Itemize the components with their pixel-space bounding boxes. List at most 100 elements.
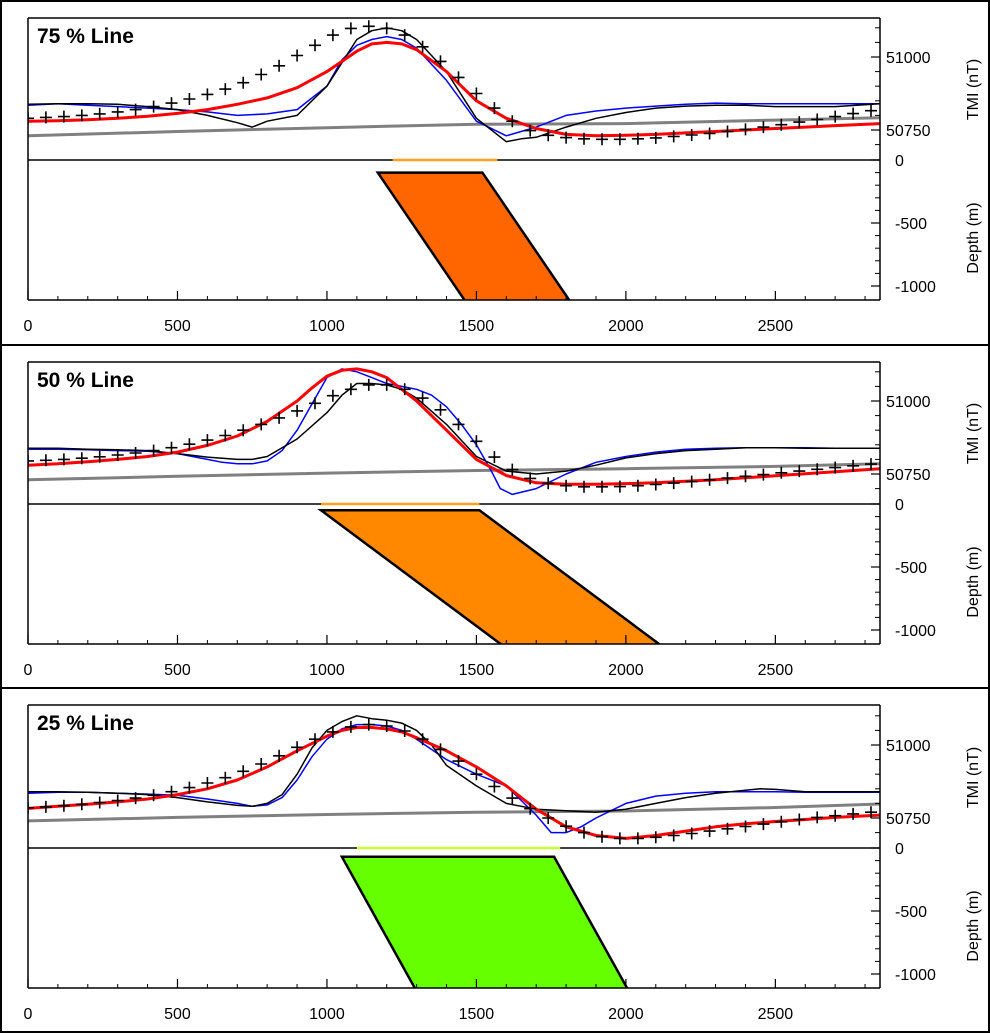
- observed-point: [237, 424, 250, 437]
- observed-point: [219, 771, 232, 784]
- observed-point: [703, 825, 716, 838]
- observed-point: [416, 392, 429, 405]
- tmi-axis-label: TMI (nT): [965, 59, 982, 120]
- observed-point: [398, 725, 411, 737]
- observed-point: [793, 813, 806, 826]
- observed-point: [111, 105, 124, 118]
- series-line-gray: [28, 116, 880, 138]
- plot-area: [28, 367, 880, 644]
- observed-point: [596, 133, 608, 146]
- observed-point: [542, 812, 555, 824]
- observed-point: [578, 132, 590, 145]
- observed-point: [183, 93, 196, 105]
- x-tick-label: 0: [24, 662, 33, 679]
- observed-point: [398, 383, 411, 396]
- observed-point: [631, 832, 644, 845]
- observed-point: [201, 434, 214, 447]
- observed-point: [398, 29, 411, 42]
- observed-point: [542, 477, 555, 490]
- observed-point: [452, 71, 465, 84]
- series-line-gray: [28, 802, 880, 823]
- observed-point: [380, 378, 393, 391]
- observed-point: [739, 820, 752, 833]
- observed-point: [667, 477, 680, 490]
- observed-point: [721, 125, 734, 138]
- series-line-black: [28, 382, 880, 475]
- observed-point: [93, 450, 106, 463]
- depth-tick-label: -500: [895, 216, 927, 233]
- observed-point: [273, 411, 286, 424]
- chart-panel: 51000 50750 0 -500 -1000 TMI (nT) Depth (m) 0 50…: [0, 687, 990, 1023]
- observed-point: [452, 755, 465, 768]
- x-tick-label: 0: [24, 318, 33, 335]
- observed-point: [488, 102, 501, 115]
- observed-point: [524, 124, 537, 137]
- observed-point: [273, 59, 286, 72]
- observed-point: [344, 383, 357, 396]
- observed-point: [380, 720, 393, 732]
- observed-point: [560, 131, 573, 144]
- observed-point: [291, 741, 304, 754]
- observed-point: [201, 88, 214, 101]
- observed-point: [93, 796, 106, 809]
- observed-point: [596, 830, 608, 843]
- observed-point: [793, 465, 806, 478]
- observed-point: [721, 822, 734, 835]
- chart-panel: 51000 50750 0 -500 -1000 TMI (nT) Depth (m) 0 50…: [0, 344, 990, 679]
- observed-point: [75, 798, 88, 811]
- observed-point: [829, 461, 842, 474]
- observed-point: [703, 473, 716, 486]
- depth-tick-label: 0: [895, 497, 904, 514]
- observed-point: [75, 109, 88, 122]
- observed-point: [613, 480, 626, 493]
- observed-point: [470, 87, 483, 100]
- x-tick-label: 2500: [758, 318, 794, 335]
- depth-tick-label: 0: [895, 153, 904, 170]
- observed-point: [847, 107, 860, 120]
- observed-point: [596, 480, 608, 493]
- observed-point: [757, 468, 770, 481]
- x-tick-label: 1000: [309, 662, 345, 679]
- observed-point: [57, 110, 70, 123]
- observed-point: [685, 475, 698, 488]
- observed-point: [470, 768, 483, 781]
- observed-point: [757, 818, 770, 831]
- x-tick-label: 1000: [309, 318, 345, 335]
- observed-point: [362, 378, 375, 391]
- observed-point: [147, 444, 160, 457]
- observed-point: [326, 389, 339, 402]
- tmi-tick-label: 51000: [886, 394, 931, 411]
- panel-title: 25 % Line: [37, 712, 134, 735]
- observed-point: [847, 459, 860, 472]
- x-tick-label: 500: [164, 1006, 191, 1023]
- chart-panel: 51000 50750 0 -500 -1000 TMI (nT) Depth (m) 0 50…: [24, 17, 982, 335]
- observed-point: [865, 806, 877, 819]
- observed-point: [380, 22, 393, 35]
- observed-point: [165, 785, 178, 798]
- x-tick-label: 1500: [459, 1006, 495, 1023]
- observed-point: [865, 104, 877, 117]
- observed-point: [667, 829, 680, 842]
- observed-point: [506, 115, 519, 128]
- observed-point: [183, 438, 196, 451]
- tmi-tick-label: 50750: [886, 123, 931, 140]
- tmi-axis-label: TMI (nT): [965, 403, 982, 464]
- observed-point: [811, 113, 824, 126]
- series-line-blue: [28, 368, 880, 496]
- depth-tick-label: -1000: [895, 967, 936, 984]
- observed-point: [524, 802, 537, 815]
- observed-point: [416, 40, 429, 53]
- observed-point: [255, 68, 268, 81]
- x-tick-label: 1500: [459, 662, 495, 679]
- observed-point: [434, 55, 447, 68]
- observed-point: [452, 418, 465, 431]
- observed-point: [344, 22, 357, 35]
- observed-point: [111, 449, 124, 461]
- x-tick-label: 1000: [309, 1006, 345, 1023]
- tmi-axis-label: TMI (nT): [965, 747, 982, 808]
- series-line-black: [28, 715, 880, 813]
- observed-point: [237, 765, 250, 778]
- observed-point: [183, 781, 196, 794]
